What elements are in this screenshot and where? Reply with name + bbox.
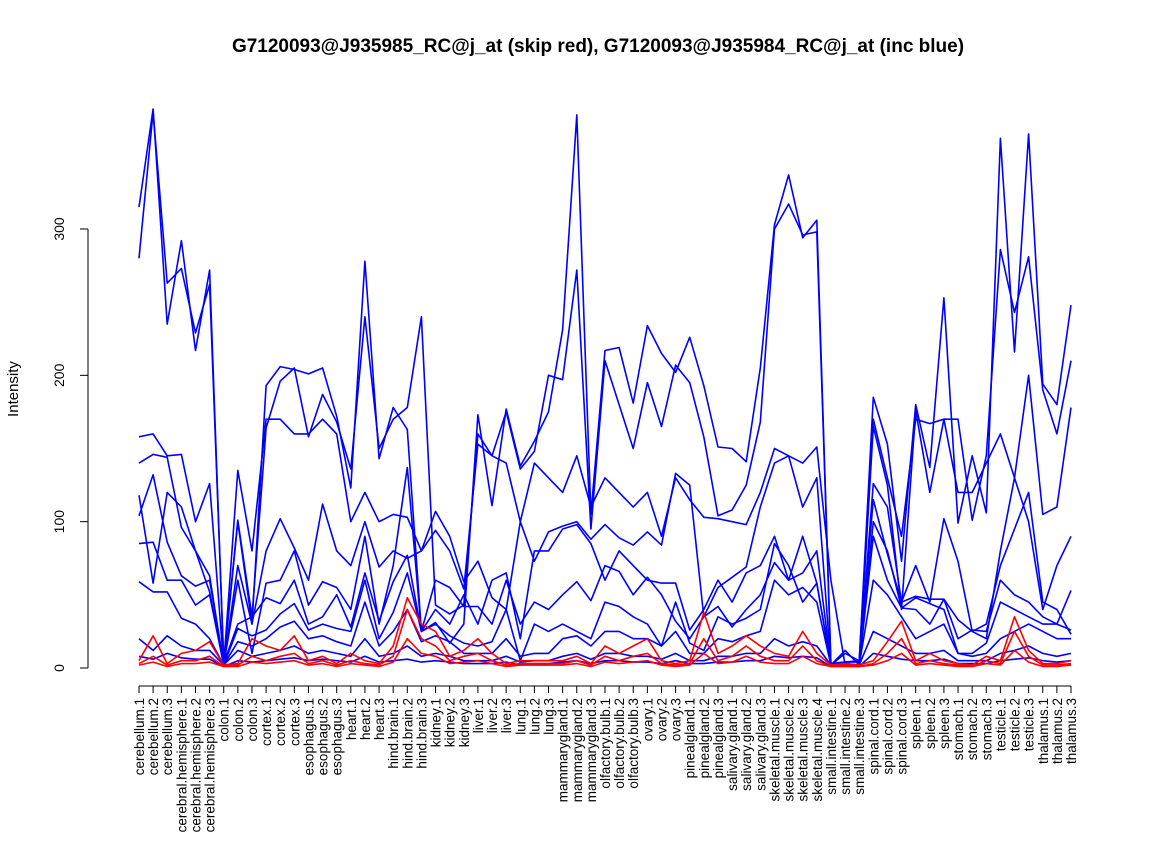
x-tick-label: hind.brain.3 xyxy=(414,698,429,769)
x-tick-label: cerebral.hemisphere.1 xyxy=(174,698,189,832)
x-tick-label: mammarygland.2 xyxy=(570,698,585,802)
x-tick-label: lung.2 xyxy=(527,698,542,735)
series-line-inc-4 xyxy=(138,453,1072,666)
x-tick-label: pinealgland.1 xyxy=(683,698,698,778)
x-tick-label: small.intestine.3 xyxy=(852,698,867,795)
x-tick-label: cortex.2 xyxy=(273,698,288,746)
x-tick-label: mammarygland.1 xyxy=(556,698,571,802)
x-tick-label: cerebral.hemisphere.2 xyxy=(189,698,204,832)
x-tick-label: small.intestine.1 xyxy=(824,698,839,795)
x-tick-label: esophagus.2 xyxy=(316,698,331,775)
x-tick-label: olfactory.bulb.3 xyxy=(626,698,641,789)
x-tick-label: thalamus.3 xyxy=(1064,698,1079,764)
x-tick-label: mammarygland.3 xyxy=(584,698,599,802)
x-tick-label: skeletal.muscle.1 xyxy=(768,698,783,802)
x-tick-label: spinal.cord.2 xyxy=(880,698,895,775)
x-tick-label: spleen.3 xyxy=(937,698,952,749)
x-tick-label: stomach.1 xyxy=(951,698,966,760)
y-axis-label: Intensity xyxy=(5,361,22,417)
x-tick-label: esophagus.1 xyxy=(302,698,317,775)
x-tick-label: testicle.3 xyxy=(1022,698,1037,751)
x-tick-label: olfactory.bulb.2 xyxy=(612,698,627,789)
plot-area xyxy=(138,108,1072,668)
x-tick-label: skeletal.muscle.3 xyxy=(796,698,811,802)
x-tick-label: heart.3 xyxy=(372,698,387,740)
x-tick-label: liver.3 xyxy=(499,698,514,733)
x-tick-label: spinal.cord.1 xyxy=(866,698,881,775)
x-tick-label: small.intestine.2 xyxy=(838,698,853,795)
x-tick-label: cerebral.hemisphere.3 xyxy=(203,698,218,832)
x-tick-label: stomach.2 xyxy=(965,698,980,760)
y-tick-label: 200 xyxy=(51,363,67,387)
series-line-inc-8 xyxy=(138,579,1071,666)
x-tick-label: pinealgland.2 xyxy=(697,698,712,778)
x-tick-label: ovary.2 xyxy=(655,698,670,741)
series-line-skip-12 xyxy=(138,608,1072,668)
x-tick-label: testicle.2 xyxy=(1008,698,1023,751)
x-tick-label: kidney.1 xyxy=(429,698,444,747)
x-tick-label: heart.2 xyxy=(358,698,373,740)
x-tick-label: kidney.2 xyxy=(443,698,458,747)
x-tick-label: skeletal.muscle.4 xyxy=(810,698,825,802)
series-line-inc-6 xyxy=(138,473,1072,666)
x-tick-label: colon.2 xyxy=(231,698,246,742)
x-tick-label: pinealgland.3 xyxy=(711,698,726,778)
y-tick-label: 300 xyxy=(51,217,67,241)
x-tick-label: cortex.3 xyxy=(287,698,302,746)
y-tick-label: 0 xyxy=(51,664,67,672)
x-tick-label: testicle.1 xyxy=(993,698,1008,751)
x-tick-label: spinal.cord.3 xyxy=(895,698,910,775)
x-tick-label: ovary.3 xyxy=(669,698,684,741)
x-tick-label: hind.brain.2 xyxy=(400,698,415,769)
series-line-skip-13 xyxy=(138,637,1072,668)
x-tick-label: hind.brain.1 xyxy=(386,698,401,769)
series-line-inc-3 xyxy=(138,374,1072,666)
x-tick-label: cerebellum.1 xyxy=(132,698,147,775)
x-tick-label: colon.1 xyxy=(217,698,232,742)
x-tick-label: stomach.3 xyxy=(979,698,994,760)
x-tick-label: liver.1 xyxy=(471,698,486,733)
x-tick-label: olfactory.bulb.1 xyxy=(598,698,613,789)
x-tick-label: salivary.gland.1 xyxy=(725,698,740,791)
series-line-inc-7 xyxy=(138,535,1072,666)
x-axis: cerebellum.1 cerebellum.2 cerebellum.3 cere… xyxy=(132,685,1079,832)
x-tick-label: spleen.2 xyxy=(923,698,938,749)
x-tick-label: spleen.1 xyxy=(909,698,924,749)
y-axis: 0 100 200 300 xyxy=(51,217,89,672)
x-tick-label: thalamus.2 xyxy=(1050,698,1065,764)
x-tick-label: lung.3 xyxy=(542,698,557,735)
x-tick-label: cortex.1 xyxy=(259,698,274,746)
x-tick-label: skeletal.muscle.2 xyxy=(782,698,797,802)
x-tick-label: salivary.gland.2 xyxy=(739,698,754,791)
y-tick-label: 100 xyxy=(51,510,67,534)
x-tick-label: ovary.1 xyxy=(640,698,655,741)
series-line-inc-5 xyxy=(138,466,1072,666)
x-tick-label: liver.2 xyxy=(485,698,500,733)
x-tick-label: cerebellum.2 xyxy=(146,698,161,775)
chart-title: G7120093@J935985_RC@j_at (skip red), G71… xyxy=(232,36,964,57)
x-tick-label: heart.1 xyxy=(344,698,359,740)
x-tick-label: salivary.gland.3 xyxy=(753,698,768,791)
x-tick-label: esophagus.3 xyxy=(330,698,345,775)
x-tick-label: cerebellum.3 xyxy=(160,698,175,775)
series-line-skip-11 xyxy=(138,596,1072,666)
series-line-inc-9 xyxy=(138,630,1072,666)
x-tick-label: colon.3 xyxy=(245,698,260,742)
x-tick-label: lung.1 xyxy=(513,698,528,735)
x-tick-label: thalamus.1 xyxy=(1036,698,1051,764)
x-tick-label: kidney.3 xyxy=(457,698,472,747)
